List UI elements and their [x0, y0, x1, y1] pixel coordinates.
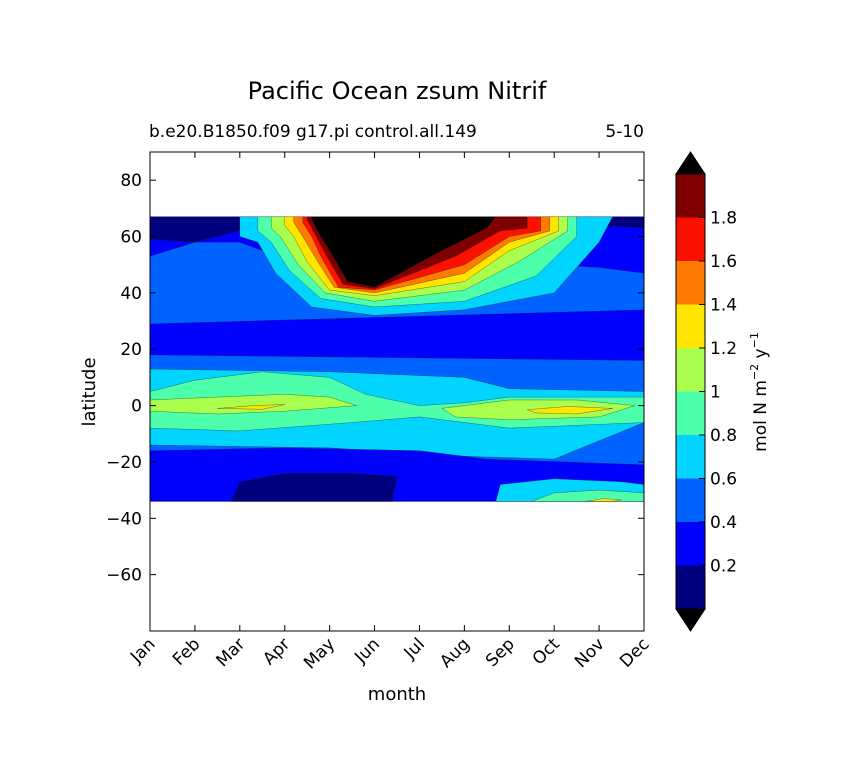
- y-tick-label: −40: [106, 509, 142, 529]
- y-tick-label: −20: [106, 453, 142, 473]
- contour-band: [531, 489, 644, 502]
- contour-band: [527, 406, 613, 415]
- contour-band: [150, 216, 250, 243]
- chart-title: Pacific Ocean zsum Nitrif: [248, 77, 547, 105]
- colorbar-label: mol N m−2 y−1: [748, 332, 771, 452]
- contour-band: [311, 216, 497, 288]
- colorbar-extend-top: [675, 151, 706, 175]
- colorbar-tick-label: 0.8: [710, 426, 737, 446]
- colorbar-tick-label: 0.2: [710, 557, 737, 577]
- y-tick-label: 80: [120, 171, 142, 191]
- x-tick-label: Jul: [400, 634, 429, 663]
- y-tick-label: −60: [106, 566, 142, 586]
- colorbar-swatch: [676, 217, 705, 261]
- colorbar-label-sup1: −2: [748, 364, 761, 380]
- plot-frame: [149, 151, 645, 632]
- colorbar-swatch: [676, 348, 705, 392]
- y-tick-label: 40: [120, 284, 142, 304]
- colorbar-swatch: [676, 304, 705, 348]
- x-tick-label: Dec: [616, 634, 653, 671]
- chart-subtitle-left: b.e20.B1850.f09 g17.pi control.all.149: [149, 122, 477, 142]
- x-tick-label: May: [300, 634, 339, 673]
- x-tick-label: Mar: [213, 634, 250, 671]
- colorbar-label-sup2: −1: [748, 332, 761, 348]
- colorbar-tick-label: 1.6: [710, 252, 737, 272]
- contour-band: [150, 394, 357, 415]
- colorbar-swatch: [676, 522, 705, 566]
- contour-band: [150, 309, 644, 361]
- x-axis-label: month: [368, 684, 426, 705]
- x-tick-label: Oct: [529, 634, 564, 669]
- y-tick-label: 60: [120, 228, 142, 248]
- colorbar-tick-label: 1.8: [710, 209, 737, 229]
- x-tick-label: Jan: [126, 634, 159, 667]
- y-tick-label: 0: [131, 397, 142, 417]
- colorbar-tick-label: 1.2: [710, 339, 737, 359]
- x-tick-label: Apr: [259, 634, 294, 669]
- colorbar-label-mid: y: [751, 348, 771, 363]
- colorbar-swatch: [676, 391, 705, 435]
- colorbar-tick-label: 0.4: [710, 513, 737, 533]
- colorbar-tick-label: 0.6: [710, 470, 737, 490]
- colorbar-tick-label: 1.4: [710, 296, 737, 316]
- y-tick-label: 20: [120, 340, 142, 360]
- colorbar: 0.2 0.4 0.6 0.8 1 1.2 1.4 1.6 1.8: [675, 151, 737, 632]
- chart-subtitle-right: 5-10: [605, 122, 644, 142]
- contour-field: [150, 216, 644, 502]
- contour-band: [585, 498, 622, 502]
- colorbar-swatch: [676, 174, 705, 218]
- colorbar-extend-bottom: [675, 608, 706, 632]
- y-axis: 80 60 40 20 0 −20 −40 −60: [106, 171, 644, 586]
- colorbar-tick-label: 1: [710, 383, 721, 403]
- colorbar-swatch: [676, 435, 705, 479]
- contour-band: [217, 404, 285, 410]
- colorbar-swatch: [676, 478, 705, 522]
- x-tick-label: Jun: [350, 634, 384, 668]
- x-tick-label: Nov: [571, 634, 609, 672]
- x-tick-label: Aug: [436, 634, 474, 672]
- x-tick-label: Sep: [482, 634, 519, 671]
- colorbar-label-main: mol N m: [751, 380, 771, 452]
- x-tick-label: Feb: [169, 634, 204, 669]
- y-axis-label: latitude: [79, 357, 100, 426]
- contour-band: [230, 472, 398, 502]
- colorbar-swatch: [676, 565, 705, 609]
- colorbar-swatch: [676, 261, 705, 305]
